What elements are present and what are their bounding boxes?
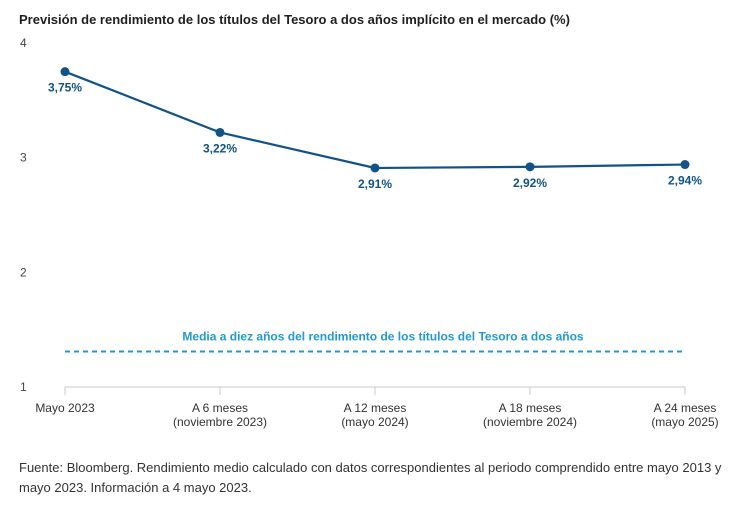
chart-title: Previsión de rendimiento de los títulos … (19, 12, 570, 27)
x-tick-label: A 24 meses (654, 401, 717, 415)
y-tick-label: 1 (20, 380, 27, 394)
reference-line-label: Media a diez años del rendimiento de los… (182, 329, 584, 343)
data-point (680, 160, 690, 170)
y-axis-ticks: 1 2 3 4 (20, 36, 27, 394)
x-tick-label: (noviembre 2024) (483, 415, 577, 429)
y-tick-label: 3 (20, 151, 27, 165)
data-point (215, 127, 225, 137)
y-tick-label: 2 (20, 265, 27, 279)
source-note: Fuente: Bloomberg. Rendimiento medio cal… (19, 460, 722, 495)
x-tick-label: A 18 meses (499, 401, 562, 415)
data-label: 3,75% (48, 81, 82, 95)
data-point (60, 67, 70, 77)
x-tick-label: (mayo 2024) (341, 415, 408, 429)
x-tick-label: Mayo 2023 (35, 401, 95, 415)
x-axis-ticks: Mayo 2023 A 6 meses(noviembre 2023) A 12 m… (35, 387, 719, 429)
x-tick-label: A 12 meses (344, 401, 407, 415)
data-label: 3,22% (203, 141, 237, 155)
x-tick-label: (mayo 2025) (651, 415, 718, 429)
data-labels: 3,75% 3,22% 2,91% 2,92% 2,94% (48, 81, 702, 191)
x-tick-label: (noviembre 2023) (173, 415, 267, 429)
series-line (64, 70, 686, 170)
data-label: 2,91% (358, 177, 392, 191)
y-tick-label: 4 (20, 36, 27, 50)
data-point (525, 162, 535, 172)
x-tick-label: A 6 meses (192, 401, 248, 415)
data-label: 2,94% (668, 174, 702, 188)
data-points (60, 67, 690, 173)
data-label: 2,92% (513, 176, 547, 190)
line-chart: 1 2 3 4 Mayo 2023 A 6 meses(noviembre 2023) A… (20, 36, 719, 429)
data-point (370, 163, 380, 173)
